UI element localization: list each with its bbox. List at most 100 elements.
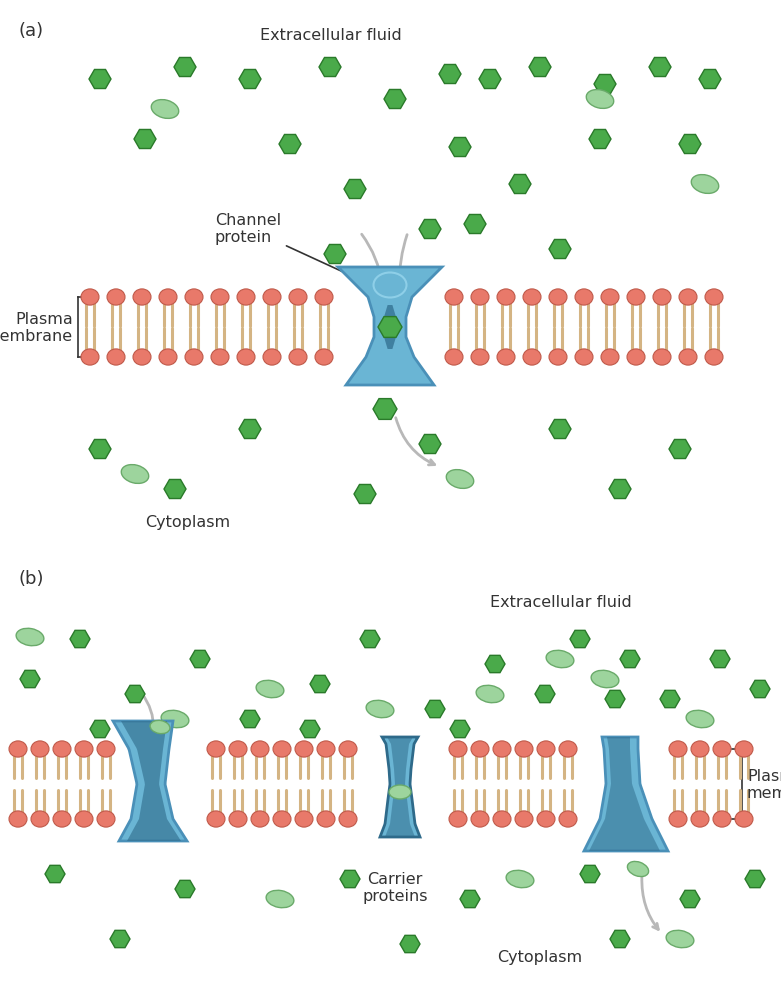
- Ellipse shape: [161, 711, 189, 728]
- Ellipse shape: [263, 290, 281, 306]
- Polygon shape: [175, 880, 195, 897]
- Text: Channel
protein: Channel protein: [215, 213, 362, 282]
- Ellipse shape: [627, 862, 648, 877]
- Text: Extracellular fluid: Extracellular fluid: [490, 595, 632, 609]
- Text: Extracellular fluid: Extracellular fluid: [260, 28, 401, 43]
- Ellipse shape: [107, 350, 125, 366]
- Polygon shape: [360, 631, 380, 648]
- Ellipse shape: [493, 741, 511, 757]
- Polygon shape: [479, 70, 501, 90]
- Polygon shape: [125, 685, 145, 703]
- Polygon shape: [460, 890, 480, 908]
- Ellipse shape: [273, 811, 291, 827]
- Polygon shape: [589, 130, 611, 149]
- Ellipse shape: [31, 741, 49, 757]
- Polygon shape: [384, 306, 396, 350]
- Polygon shape: [385, 738, 415, 837]
- Text: Cytoplasm: Cytoplasm: [497, 950, 583, 964]
- Ellipse shape: [471, 811, 489, 827]
- Ellipse shape: [515, 811, 533, 827]
- Ellipse shape: [315, 350, 333, 366]
- Ellipse shape: [81, 350, 99, 366]
- Polygon shape: [610, 931, 630, 948]
- Polygon shape: [620, 651, 640, 668]
- Ellipse shape: [211, 290, 229, 306]
- Ellipse shape: [591, 670, 619, 688]
- Ellipse shape: [9, 811, 27, 827]
- Ellipse shape: [185, 290, 203, 306]
- Polygon shape: [373, 399, 397, 420]
- Ellipse shape: [587, 91, 614, 109]
- Ellipse shape: [449, 811, 467, 827]
- Ellipse shape: [537, 741, 555, 757]
- Ellipse shape: [679, 290, 697, 306]
- Ellipse shape: [256, 680, 284, 698]
- Text: Plasma
membrane: Plasma membrane: [747, 768, 781, 801]
- Polygon shape: [580, 866, 600, 882]
- Ellipse shape: [207, 811, 225, 827]
- Ellipse shape: [31, 811, 49, 827]
- Polygon shape: [190, 651, 210, 668]
- Polygon shape: [485, 656, 505, 673]
- Polygon shape: [324, 246, 346, 264]
- Polygon shape: [340, 871, 360, 887]
- Polygon shape: [400, 936, 420, 952]
- Text: Plasma
membrane: Plasma membrane: [0, 312, 73, 344]
- Polygon shape: [680, 890, 700, 908]
- Polygon shape: [605, 690, 625, 708]
- Polygon shape: [354, 485, 376, 504]
- Polygon shape: [344, 180, 366, 199]
- Ellipse shape: [546, 651, 574, 669]
- Polygon shape: [45, 866, 65, 882]
- Ellipse shape: [251, 741, 269, 757]
- Polygon shape: [549, 420, 571, 439]
- Ellipse shape: [133, 290, 151, 306]
- Polygon shape: [589, 738, 660, 851]
- Ellipse shape: [669, 811, 687, 827]
- Ellipse shape: [713, 811, 731, 827]
- Ellipse shape: [53, 811, 71, 827]
- Ellipse shape: [16, 629, 44, 646]
- Polygon shape: [679, 135, 701, 155]
- Ellipse shape: [150, 721, 170, 734]
- Text: Cytoplasm: Cytoplasm: [145, 515, 230, 529]
- Polygon shape: [594, 75, 616, 95]
- Ellipse shape: [339, 811, 357, 827]
- Ellipse shape: [549, 290, 567, 306]
- Ellipse shape: [691, 741, 709, 757]
- Polygon shape: [380, 738, 420, 837]
- Polygon shape: [750, 680, 770, 698]
- Ellipse shape: [627, 350, 645, 366]
- Ellipse shape: [471, 350, 489, 366]
- Polygon shape: [319, 58, 341, 78]
- Ellipse shape: [691, 811, 709, 827]
- Polygon shape: [529, 58, 551, 78]
- Ellipse shape: [445, 290, 463, 306]
- Polygon shape: [113, 722, 187, 841]
- Ellipse shape: [263, 350, 281, 366]
- Ellipse shape: [97, 741, 115, 757]
- Ellipse shape: [523, 290, 541, 306]
- Ellipse shape: [75, 741, 93, 757]
- Polygon shape: [174, 58, 196, 78]
- Polygon shape: [134, 130, 156, 149]
- Polygon shape: [699, 70, 721, 90]
- Ellipse shape: [97, 811, 115, 827]
- Ellipse shape: [705, 290, 723, 306]
- Ellipse shape: [691, 176, 719, 194]
- Polygon shape: [425, 701, 445, 718]
- Ellipse shape: [295, 741, 313, 757]
- Ellipse shape: [666, 931, 694, 948]
- Ellipse shape: [627, 290, 645, 306]
- Ellipse shape: [121, 465, 148, 484]
- Ellipse shape: [601, 290, 619, 306]
- Polygon shape: [121, 722, 181, 841]
- Ellipse shape: [446, 470, 474, 489]
- Ellipse shape: [251, 811, 269, 827]
- Polygon shape: [240, 711, 260, 728]
- Ellipse shape: [317, 811, 335, 827]
- Ellipse shape: [601, 350, 619, 366]
- Ellipse shape: [575, 350, 593, 366]
- Ellipse shape: [9, 741, 27, 757]
- Polygon shape: [669, 440, 691, 459]
